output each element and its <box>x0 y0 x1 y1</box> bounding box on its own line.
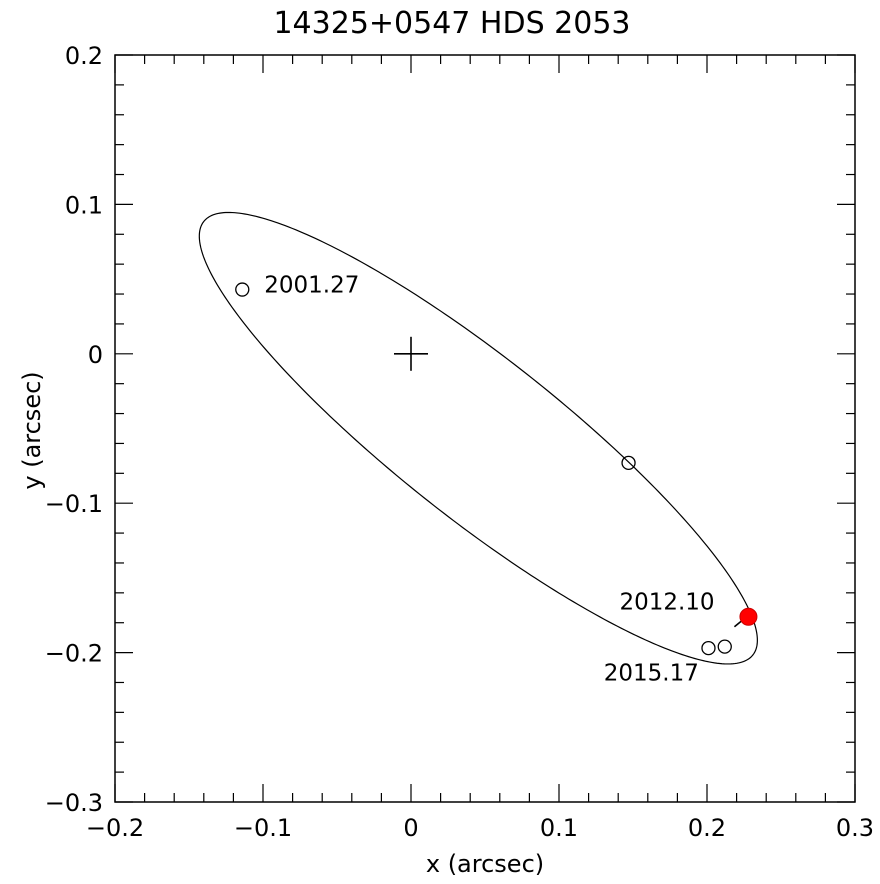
y-axis-label: y (arcsec) <box>18 371 46 489</box>
observation-point <box>717 639 732 654</box>
observation-point <box>701 640 716 656</box>
x-tick-label: 0.2 <box>688 814 726 842</box>
x-tick-label: −0.1 <box>234 814 292 842</box>
y-tick-label: 0 <box>88 341 103 369</box>
chart-title: 14325+0547 HDS 2053 <box>273 6 630 41</box>
highlight-label: 2012.10 <box>619 590 714 616</box>
y-tick-label: −0.3 <box>45 789 103 817</box>
x-tick-label: 0.1 <box>540 814 578 842</box>
y-tick-label: 0.2 <box>65 42 103 70</box>
observation-label: 2001.27 <box>264 273 359 299</box>
plot-frame <box>114 54 856 803</box>
x-tick-label: −0.2 <box>86 814 144 842</box>
y-tick-label: −0.2 <box>45 640 103 668</box>
axis-tick-labels: −0.2 −0.1 0 0.1 0.2 0.3−0.3−0.2−0.100.10.2 <box>45 42 874 842</box>
orbit-ellipse <box>198 211 758 665</box>
x-tick-label: 0 <box>403 814 418 842</box>
x-axis-label: x (arcsec) <box>426 850 544 878</box>
axis-ticks <box>114 54 856 803</box>
highlight-point <box>739 607 758 626</box>
x-tick-label: 0.3 <box>836 814 874 842</box>
observation-point <box>621 455 636 471</box>
y-tick-label: −0.1 <box>45 490 103 518</box>
observation-point <box>235 282 250 297</box>
y-tick-label: 0.1 <box>65 191 103 219</box>
observation-label: 2015.17 <box>604 661 699 687</box>
chart-marks: 2001.27 2015.17 2012.10 <box>235 273 758 687</box>
